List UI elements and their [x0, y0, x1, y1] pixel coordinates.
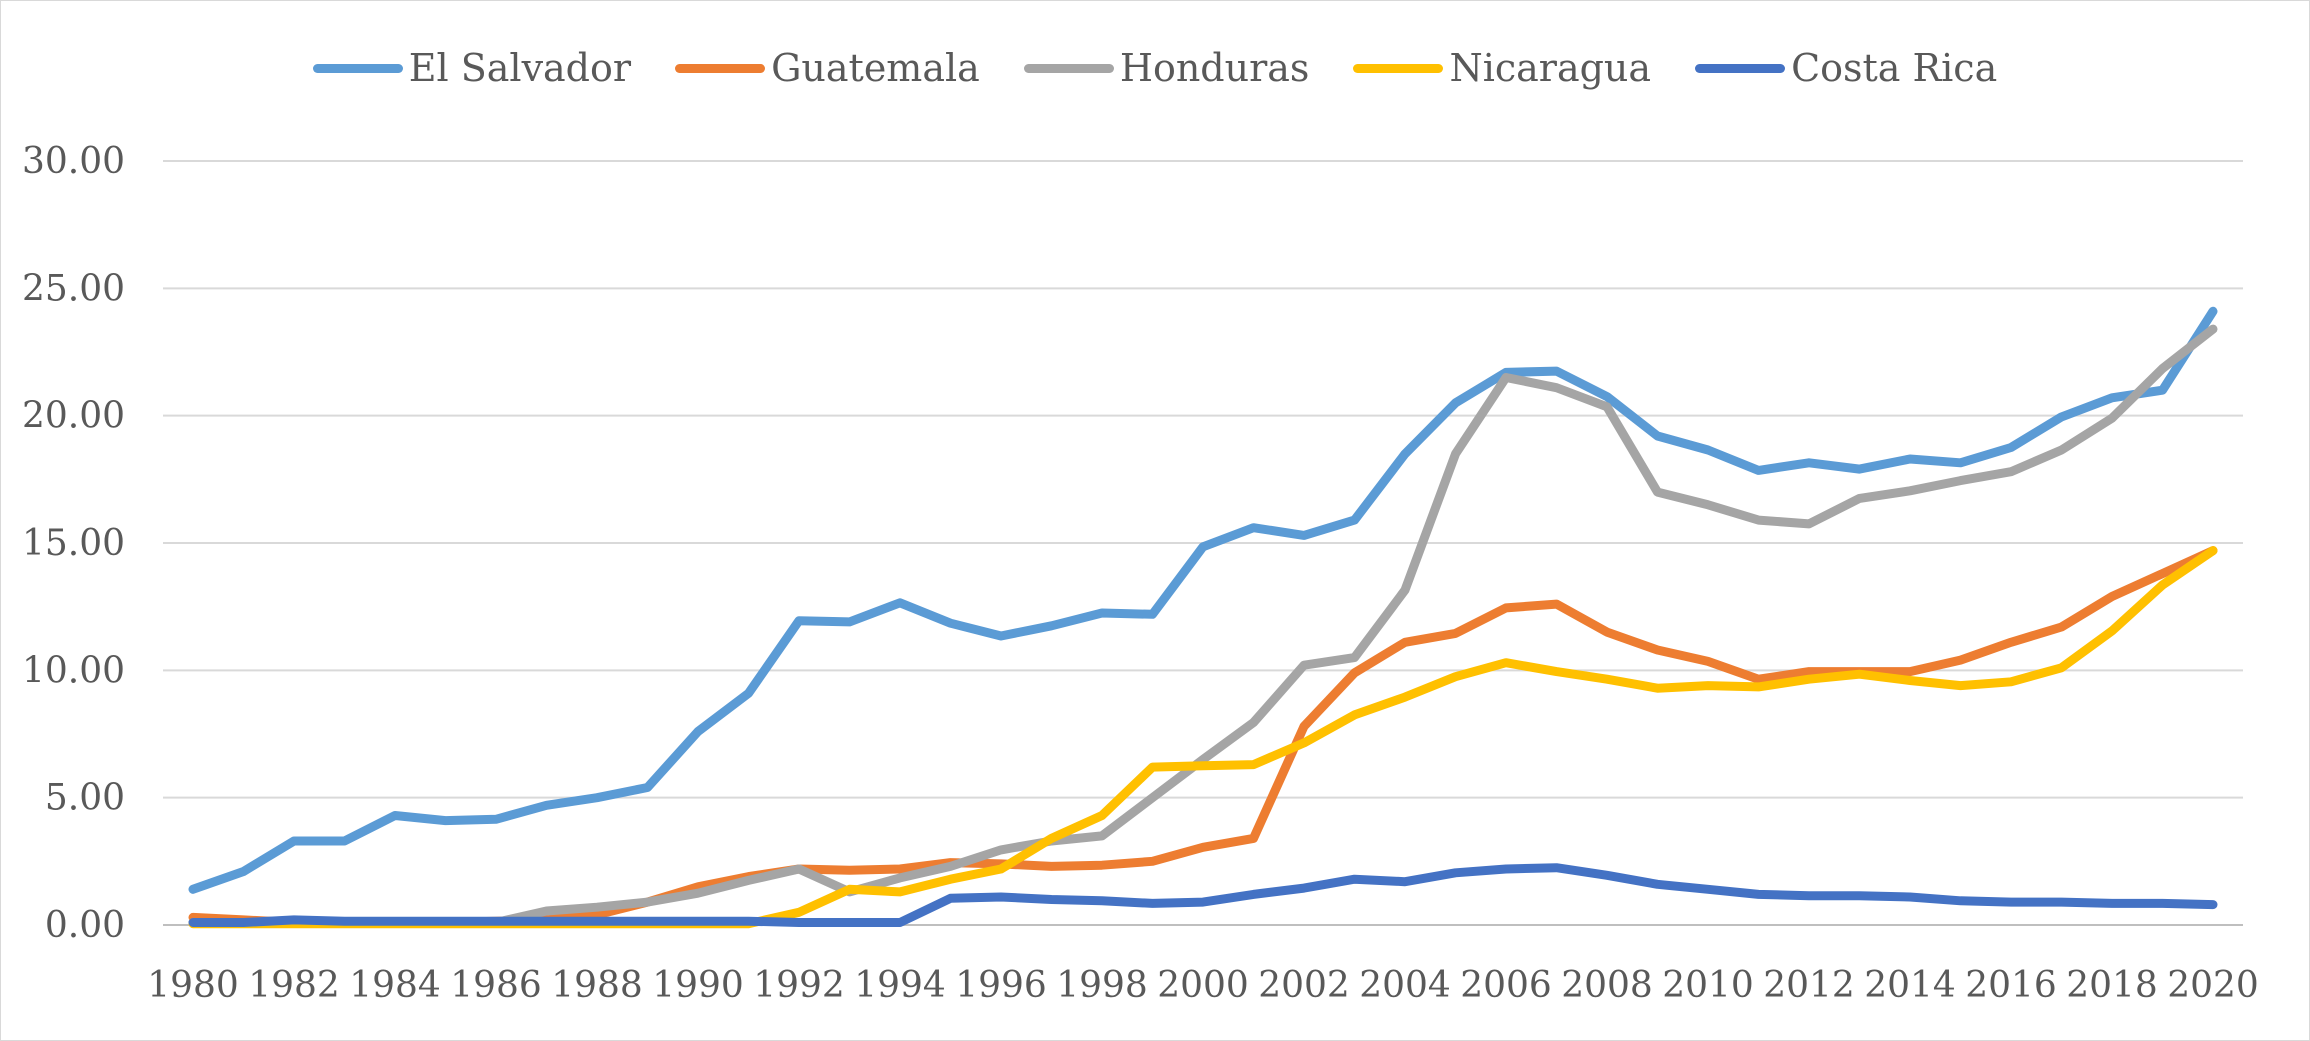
x-tick-label: 2000 [1157, 965, 1249, 1006]
x-tick-label: 1984 [349, 965, 441, 1006]
x-tick-label: 1998 [1056, 965, 1148, 1006]
x-tick-label: 1990 [652, 965, 744, 1006]
y-tick-label: 5.00 [45, 778, 125, 819]
x-tick-label: 1996 [955, 965, 1047, 1006]
series-line-honduras [188, 324, 2218, 927]
legend: El Salvador Guatemala Honduras Nicaragua… [0, 38, 2310, 98]
x-tick-label: 2008 [1561, 965, 1653, 1006]
legend-label-el-salvador: El Salvador [408, 46, 632, 90]
y-tick-label: 30.00 [22, 141, 125, 182]
series-line-guatemala [188, 546, 2218, 927]
legend-swatch-nicaragua [1353, 63, 1444, 73]
legend-swatch-el-salvador [312, 63, 403, 73]
x-tick-label: 2016 [1965, 965, 2057, 1006]
series-line-el-salvador [188, 306, 2218, 894]
legend-swatch-guatemala [675, 63, 766, 73]
legend-item-nicaragua: Nicaragua [1353, 46, 1651, 90]
y-tick-label: 15.00 [22, 523, 125, 564]
x-tick-label: 2010 [1662, 965, 1754, 1006]
legend-swatch-costa-rica [1695, 63, 1786, 73]
legend-label-nicaragua: Nicaragua [1449, 46, 1652, 90]
series-line-nicaragua [188, 546, 2218, 929]
x-tick-label: 1994 [854, 965, 946, 1006]
legend-item-honduras: Honduras [1023, 46, 1310, 90]
y-tick-label: 25.00 [22, 268, 125, 309]
x-tick-label: 1982 [248, 965, 340, 1006]
x-tick-label: 2018 [2066, 965, 2158, 1006]
legend-item-el-salvador: El Salvador [312, 46, 632, 90]
x-tick-label: 1988 [551, 965, 643, 1006]
y-tick-label: 20.00 [22, 396, 125, 437]
legend-label-costa-rica: Costa Rica [1791, 46, 1998, 90]
x-tick-label: 2006 [1460, 965, 1552, 1006]
legend-item-costa-rica: Costa Rica [1695, 46, 1997, 90]
y-tick-label: 10.00 [22, 650, 125, 691]
x-tick-label: 2020 [2167, 965, 2259, 1006]
legend-label-honduras: Honduras [1119, 46, 1310, 90]
x-tick-label: 1986 [450, 965, 542, 1006]
x-tick-label: 1980 [147, 965, 239, 1006]
x-tick-label: 2002 [1258, 965, 1350, 1006]
x-tick-label: 2014 [1864, 965, 1956, 1006]
x-tick-label: 2012 [1763, 965, 1855, 1006]
y-tick-label: 0.00 [45, 905, 125, 946]
x-tick-label: 2004 [1359, 965, 1451, 1006]
x-tick-label: 1992 [753, 965, 845, 1006]
legend-item-guatemala: Guatemala [675, 46, 980, 90]
legend-label-guatemala: Guatemala [771, 46, 980, 90]
legend-swatch-honduras [1023, 63, 1114, 73]
series-line-costa-rica [188, 863, 2218, 927]
